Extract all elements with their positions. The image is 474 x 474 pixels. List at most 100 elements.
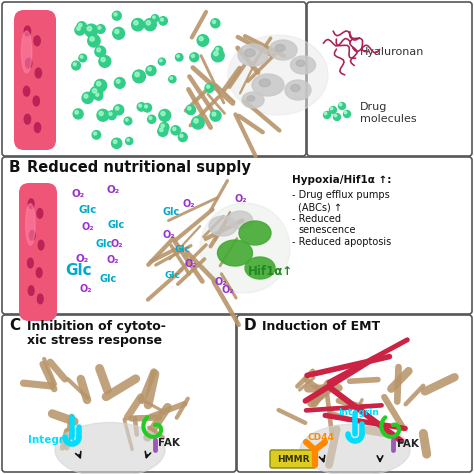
Ellipse shape <box>211 49 224 62</box>
Text: Hif1α↑: Hif1α↑ <box>248 265 293 278</box>
Ellipse shape <box>115 107 119 110</box>
Ellipse shape <box>148 67 151 71</box>
Ellipse shape <box>55 422 165 474</box>
FancyBboxPatch shape <box>237 315 472 472</box>
Ellipse shape <box>158 58 165 65</box>
Ellipse shape <box>35 68 42 78</box>
Ellipse shape <box>115 29 119 34</box>
Ellipse shape <box>26 58 32 68</box>
Ellipse shape <box>212 112 216 116</box>
Text: Glc: Glc <box>79 205 97 215</box>
Text: O₂: O₂ <box>111 239 124 249</box>
Ellipse shape <box>143 103 152 112</box>
Ellipse shape <box>113 140 117 144</box>
Ellipse shape <box>324 112 327 115</box>
Ellipse shape <box>296 60 305 66</box>
FancyBboxPatch shape <box>2 315 236 472</box>
Ellipse shape <box>218 240 253 266</box>
Ellipse shape <box>153 16 155 18</box>
Text: D: D <box>244 318 256 333</box>
Ellipse shape <box>216 48 219 50</box>
Ellipse shape <box>259 79 270 87</box>
Ellipse shape <box>169 75 176 83</box>
Text: Hypoxia/Hif1α ↑:: Hypoxia/Hif1α ↑: <box>292 175 392 185</box>
Text: O₂: O₂ <box>107 185 120 195</box>
Text: FAK: FAK <box>158 438 180 448</box>
Ellipse shape <box>28 286 34 295</box>
Ellipse shape <box>175 54 183 61</box>
Ellipse shape <box>24 114 31 124</box>
Ellipse shape <box>75 25 85 35</box>
Ellipse shape <box>126 118 128 121</box>
FancyBboxPatch shape <box>270 450 316 468</box>
Ellipse shape <box>173 128 176 130</box>
Ellipse shape <box>124 117 132 125</box>
Ellipse shape <box>146 65 156 75</box>
Ellipse shape <box>24 26 31 36</box>
Text: O₂: O₂ <box>76 254 89 264</box>
Ellipse shape <box>247 96 255 101</box>
Text: FAK: FAK <box>397 439 419 449</box>
Text: Glc: Glc <box>163 207 180 217</box>
Ellipse shape <box>159 17 167 25</box>
Ellipse shape <box>209 216 237 236</box>
Ellipse shape <box>97 48 100 52</box>
Ellipse shape <box>37 209 43 218</box>
Text: O₂: O₂ <box>183 199 195 209</box>
FancyBboxPatch shape <box>19 183 57 321</box>
Ellipse shape <box>87 27 91 31</box>
Ellipse shape <box>111 138 122 148</box>
Ellipse shape <box>92 131 100 139</box>
Ellipse shape <box>228 35 328 115</box>
Ellipse shape <box>84 94 88 98</box>
Ellipse shape <box>90 86 103 99</box>
Ellipse shape <box>144 18 156 31</box>
Text: Glc: Glc <box>65 263 91 278</box>
Text: O₂: O₂ <box>107 255 119 265</box>
Ellipse shape <box>80 55 83 58</box>
Text: Glc: Glc <box>165 271 181 280</box>
Ellipse shape <box>73 63 76 66</box>
FancyBboxPatch shape <box>307 2 472 156</box>
Ellipse shape <box>114 13 117 16</box>
Ellipse shape <box>34 36 40 46</box>
Ellipse shape <box>197 35 209 46</box>
Text: B: B <box>9 160 21 175</box>
Text: O₂: O₂ <box>72 189 85 199</box>
Ellipse shape <box>338 102 346 109</box>
Text: Integrin: Integrin <box>338 408 379 417</box>
Text: O₂: O₂ <box>235 194 247 204</box>
Ellipse shape <box>94 132 97 135</box>
Ellipse shape <box>79 54 87 62</box>
Ellipse shape <box>205 83 214 92</box>
Text: O₂: O₂ <box>185 259 198 269</box>
FancyBboxPatch shape <box>2 157 472 314</box>
Ellipse shape <box>101 57 105 62</box>
Ellipse shape <box>112 11 121 20</box>
Ellipse shape <box>79 23 82 27</box>
Ellipse shape <box>132 18 144 31</box>
Text: Drug
molecules: Drug molecules <box>360 102 417 124</box>
Ellipse shape <box>239 221 271 245</box>
Text: Hyaluronan: Hyaluronan <box>360 47 424 57</box>
Ellipse shape <box>269 40 297 60</box>
Ellipse shape <box>146 21 150 25</box>
Ellipse shape <box>329 107 337 113</box>
Ellipse shape <box>26 204 35 245</box>
Ellipse shape <box>96 25 105 33</box>
Ellipse shape <box>75 110 78 114</box>
Ellipse shape <box>73 109 83 119</box>
Ellipse shape <box>97 82 101 86</box>
Ellipse shape <box>127 139 129 141</box>
Ellipse shape <box>149 117 152 119</box>
Ellipse shape <box>96 93 99 96</box>
Ellipse shape <box>21 31 32 73</box>
Ellipse shape <box>27 258 33 268</box>
Ellipse shape <box>161 111 165 116</box>
Ellipse shape <box>95 46 106 57</box>
Ellipse shape <box>33 96 39 106</box>
Ellipse shape <box>170 77 173 79</box>
Ellipse shape <box>178 133 187 142</box>
Ellipse shape <box>94 92 103 100</box>
Text: Integrin: Integrin <box>28 435 75 445</box>
